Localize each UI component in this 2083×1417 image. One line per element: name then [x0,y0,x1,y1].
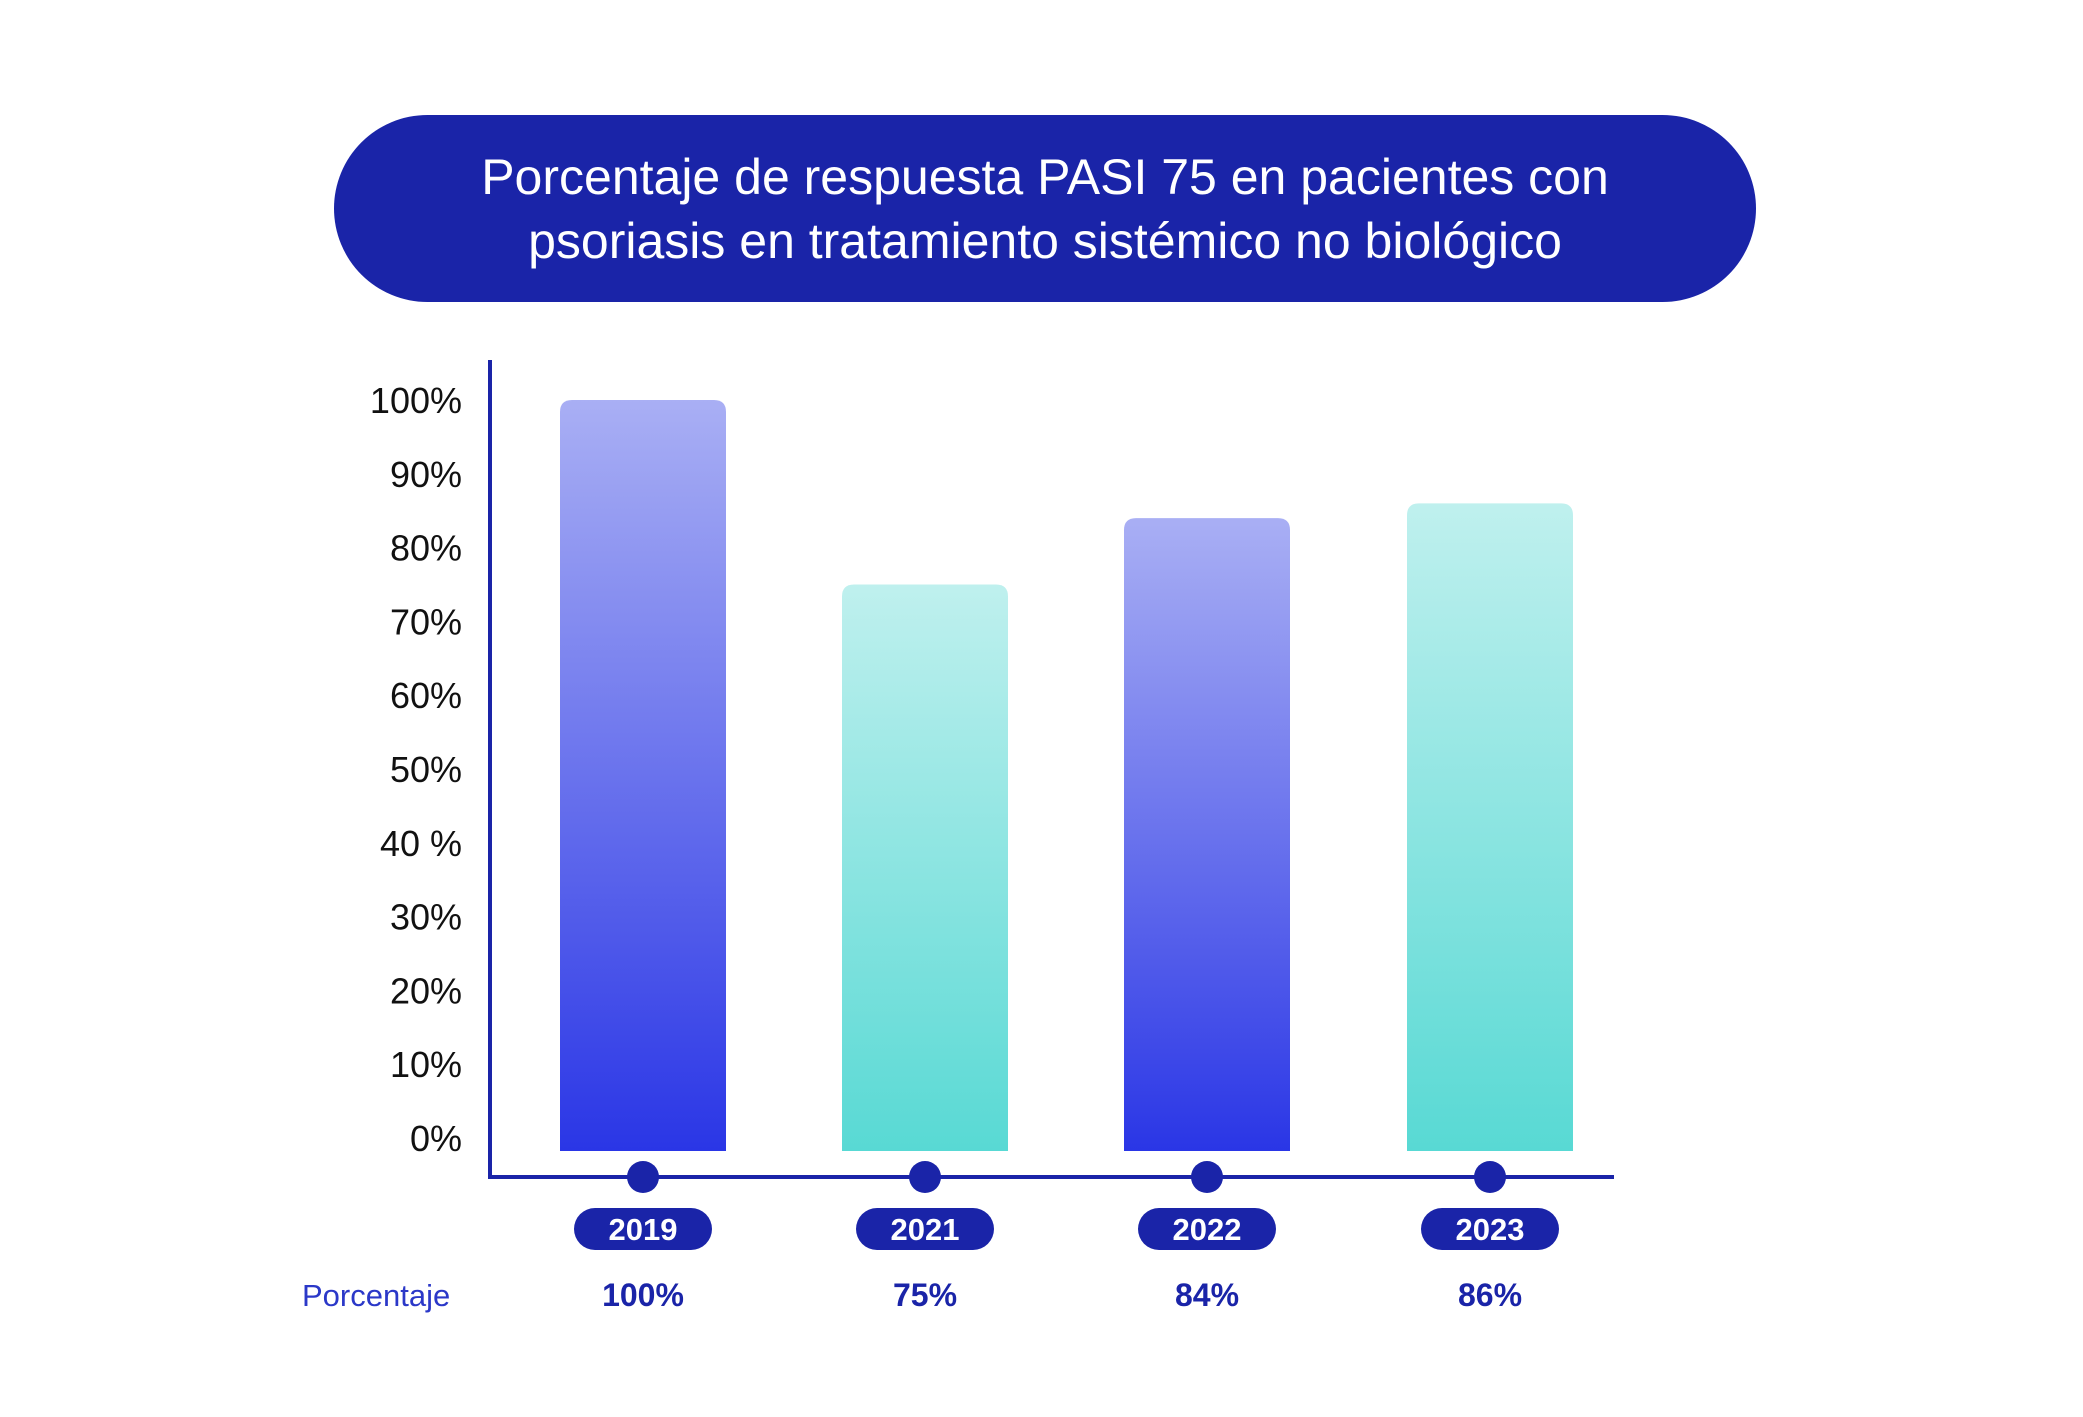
chart-title: Porcentaje de respuesta PASI 75 en pacie… [481,148,1609,269]
bars [560,400,1573,1151]
y-tick-label: 0% [410,1118,462,1159]
y-tick-label: 60% [390,675,462,716]
category-pill [574,1208,712,1250]
axis-marker-dot [1191,1161,1223,1193]
category-label: 2022 [1173,1212,1242,1247]
bar-2019 [560,400,726,1151]
title-banner: Porcentaje de respuesta PASI 75 en pacie… [334,115,1756,302]
y-tick-label: 30% [390,897,462,938]
bar-2023 [1407,503,1573,1151]
axis-marker-dot [627,1161,659,1193]
labels: 0% 10% 20% 30% 40 % 50% 60% 70% 80% 90% 100% 2019 10… [302,380,1559,1313]
y-tick-label: 40 % [380,823,462,864]
y-tick-label: 80% [390,528,462,569]
value-label: 86% [1458,1277,1522,1313]
category-pill [856,1208,994,1250]
y-tick-label: 100% [370,380,462,421]
axes [488,360,1614,1179]
category-pill [1421,1208,1559,1250]
y-tick-label: 10% [390,1044,462,1085]
y-tick-label: 90% [390,454,462,495]
bar-2022 [1124,518,1290,1151]
y-tick-label: 50% [390,749,462,790]
axis-marker-dot [909,1161,941,1193]
y-tick-label: 70% [390,601,462,642]
bar-2021 [842,584,1008,1151]
value-label: 84% [1175,1277,1239,1313]
value-label: 100% [602,1277,684,1313]
category-pill [1138,1208,1276,1250]
category-label: 2019 [609,1212,678,1247]
axis-marker-dot [1474,1161,1506,1193]
y-tick-label: 20% [390,970,462,1011]
value-label: 75% [893,1277,957,1313]
category-label: 2021 [891,1212,960,1247]
row-label-porcentaje: Porcentaje [302,1278,450,1313]
category-label: 2023 [1456,1212,1525,1247]
